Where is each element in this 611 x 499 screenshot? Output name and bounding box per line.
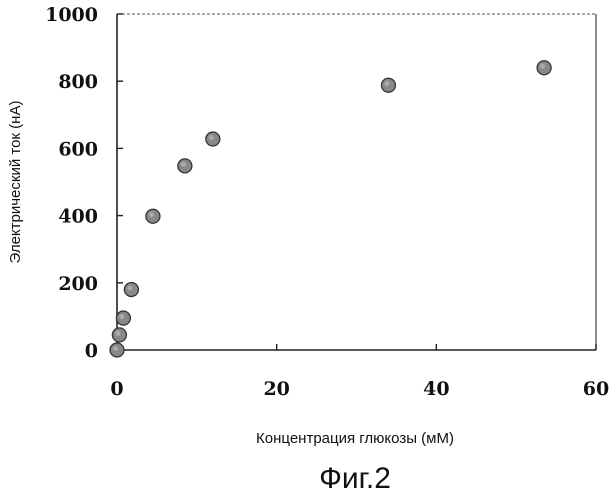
- data-point: [146, 209, 160, 223]
- y-tick-label: 0: [85, 340, 98, 362]
- x-tick-label: 0: [110, 378, 123, 400]
- x-tick-label: 20: [263, 378, 289, 400]
- x-tick-label: 40: [423, 378, 449, 400]
- y-tick-label: 400: [58, 206, 98, 228]
- y-tick-label: 800: [58, 71, 98, 93]
- y-axis-ticks: 0 200 400 600 800 1000: [45, 4, 123, 362]
- data-point: [537, 61, 551, 75]
- y-tick-label: 200: [58, 273, 98, 295]
- data-point: [112, 328, 126, 342]
- figure-caption: Фиг.2: [319, 462, 391, 495]
- data-point: [110, 343, 124, 357]
- plot-frame: [117, 14, 596, 350]
- y-axis-title: Электрический ток (нА): [7, 101, 24, 264]
- data-points: [110, 61, 551, 357]
- data-point: [178, 159, 192, 173]
- data-point: [206, 132, 220, 146]
- x-tick-label: 60: [583, 378, 609, 400]
- data-point: [116, 311, 130, 325]
- data-point: [381, 78, 395, 92]
- y-tick-label: 600: [58, 138, 98, 160]
- data-point: [124, 283, 138, 297]
- x-axis-title: Концентрация глюкозы (мМ): [256, 430, 454, 447]
- x-axis-ticks: 0 20 40 60: [110, 344, 609, 400]
- y-tick-label: 1000: [45, 4, 98, 26]
